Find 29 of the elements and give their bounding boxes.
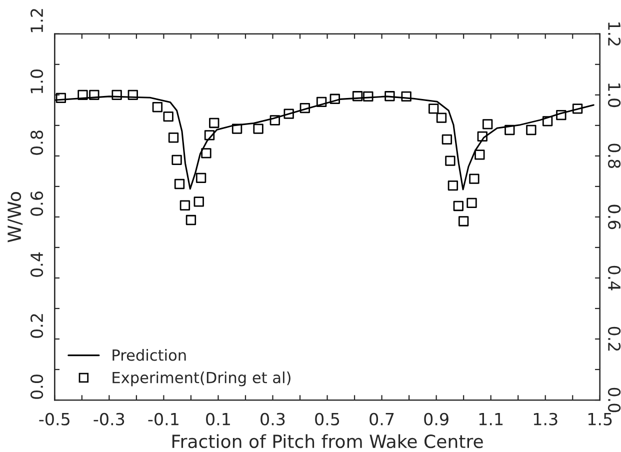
- x-tick-label: 1.5: [588, 413, 612, 426]
- y-tick-label: 1.0: [30, 70, 44, 94]
- x-tick-label: -0.5: [39, 412, 70, 426]
- y-axis-title: W/Wo: [8, 192, 23, 242]
- y2-tick-label: 0.6: [608, 204, 621, 230]
- x-tick-label: 1.1: [479, 413, 503, 426]
- y-tick-label: 0.2: [30, 314, 44, 338]
- x-tick-label: 0.1: [206, 412, 230, 426]
- y-tick-label: 0.4: [30, 252, 44, 277]
- x-axis-title: Fraction of Pitch from Wake Centre: [172, 434, 483, 448]
- y2-tick-label: 0.2: [608, 326, 621, 351]
- y-tick-label: 0.6: [30, 192, 44, 216]
- x-tick-label: 0.9: [424, 412, 448, 426]
- y-tick-label: 1.2: [30, 9, 43, 32]
- x-tick-label: -0.3: [94, 412, 124, 426]
- legend-label: Experiment(Dring et al): [112, 371, 290, 386]
- x-tick-label: 0.7: [370, 412, 394, 426]
- x-tick-label: -0.1: [148, 412, 178, 426]
- y-tick-label: 0.8: [30, 130, 44, 155]
- y2-tick-label: 0.8: [608, 144, 621, 168]
- y2-tick-label: 0.0: [608, 388, 621, 412]
- y-tick-label: 0.0: [30, 374, 44, 399]
- legend-label: Prediction: [112, 349, 186, 361]
- x-tick-label: 0.3: [260, 412, 285, 426]
- y2-tick-label: 1.0: [608, 84, 621, 108]
- y2-tick-label: 1.2: [608, 22, 621, 46]
- x-tick-label: 1.3: [534, 412, 558, 426]
- x-tick-label: 0.5: [315, 412, 340, 426]
- y2-tick-label: 0.4: [608, 266, 621, 290]
